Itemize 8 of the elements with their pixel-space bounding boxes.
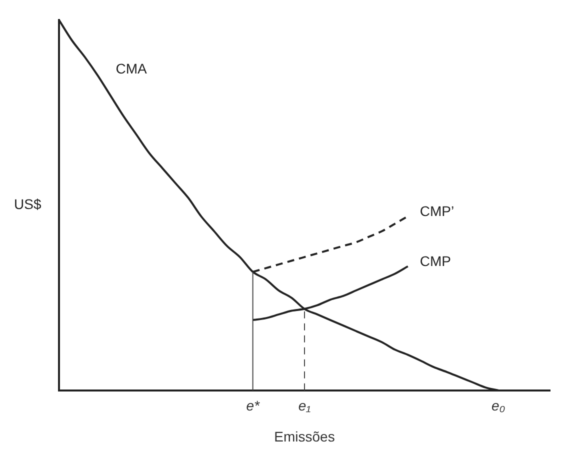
x-tick-label: e₁ [298, 398, 312, 414]
x-tick-label: e* [246, 398, 260, 414]
series-label: CMP’ [420, 203, 454, 220]
y-axis-title: US$ [14, 196, 42, 212]
x-axis-title: Emissões [274, 428, 335, 444]
series-label: CMA [116, 60, 148, 76]
x-tick-label: e₀ [491, 398, 506, 414]
series-label: CMP [420, 253, 451, 270]
